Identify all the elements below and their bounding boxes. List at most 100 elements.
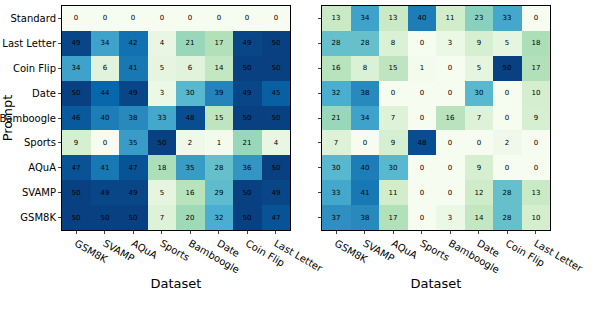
svg-text:49: 49 xyxy=(101,189,110,197)
svg-text:0: 0 xyxy=(420,89,424,97)
svg-text:0: 0 xyxy=(448,89,452,97)
svg-text:0: 0 xyxy=(448,64,452,72)
svg-text:28: 28 xyxy=(361,39,370,47)
svg-text:38: 38 xyxy=(129,114,138,122)
svg-text:11: 11 xyxy=(446,14,455,22)
svg-text:SVAMP: SVAMP xyxy=(22,187,56,198)
svg-text:50: 50 xyxy=(272,64,281,72)
svg-text:0: 0 xyxy=(217,14,221,22)
svg-text:47: 47 xyxy=(272,214,281,222)
svg-text:Sports: Sports xyxy=(24,137,56,148)
svg-text:0: 0 xyxy=(534,164,538,172)
svg-text:7: 7 xyxy=(391,114,395,122)
svg-text:50: 50 xyxy=(272,39,281,47)
svg-text:9: 9 xyxy=(477,39,481,47)
svg-text:7: 7 xyxy=(334,139,338,147)
svg-text:0: 0 xyxy=(534,14,538,22)
svg-text:35: 35 xyxy=(186,164,195,172)
svg-text:40: 40 xyxy=(101,114,110,122)
svg-text:0: 0 xyxy=(245,14,249,22)
svg-text:44: 44 xyxy=(101,89,110,97)
svg-text:34: 34 xyxy=(72,64,81,72)
svg-text:Bamboogle: Bamboogle xyxy=(187,238,242,276)
svg-text:Coin Flip: Coin Flip xyxy=(13,63,56,74)
svg-text:1: 1 xyxy=(420,64,424,72)
svg-text:Dataset: Dataset xyxy=(151,276,202,291)
svg-text:17: 17 xyxy=(389,214,398,222)
svg-text:0: 0 xyxy=(420,189,424,197)
svg-text:38: 38 xyxy=(361,89,370,97)
svg-text:9: 9 xyxy=(391,139,395,147)
svg-text:6: 6 xyxy=(103,64,108,72)
svg-text:28: 28 xyxy=(503,189,512,197)
svg-text:10: 10 xyxy=(532,89,541,97)
svg-text:0: 0 xyxy=(505,89,509,97)
svg-text:0: 0 xyxy=(420,164,424,172)
svg-text:15: 15 xyxy=(215,114,224,122)
svg-text:Dataset: Dataset xyxy=(411,276,462,291)
svg-text:10: 10 xyxy=(532,214,541,222)
svg-text:12: 12 xyxy=(475,189,484,197)
svg-text:Bamboogle: Bamboogle xyxy=(0,113,56,124)
svg-text:0: 0 xyxy=(505,114,509,122)
svg-text:37: 37 xyxy=(332,214,341,222)
svg-text:SVAMP: SVAMP xyxy=(101,238,136,265)
svg-text:33: 33 xyxy=(332,189,341,197)
svg-text:0: 0 xyxy=(160,14,164,22)
svg-text:5: 5 xyxy=(160,64,164,72)
svg-text:Last Letter: Last Letter xyxy=(532,238,585,275)
svg-text:30: 30 xyxy=(475,89,484,97)
svg-text:9: 9 xyxy=(477,164,481,172)
svg-text:32: 32 xyxy=(332,89,341,97)
svg-text:0: 0 xyxy=(420,114,424,122)
svg-text:16: 16 xyxy=(186,189,195,197)
svg-text:GSM8K: GSM8K xyxy=(73,238,110,266)
svg-text:30: 30 xyxy=(389,164,398,172)
svg-text:5: 5 xyxy=(505,39,509,47)
svg-text:Date: Date xyxy=(215,238,241,259)
svg-text:28: 28 xyxy=(215,164,224,172)
svg-text:33: 33 xyxy=(158,114,167,122)
svg-text:35: 35 xyxy=(129,139,138,147)
svg-text:13: 13 xyxy=(532,189,541,197)
svg-text:47: 47 xyxy=(129,164,138,172)
svg-text:34: 34 xyxy=(101,39,110,47)
svg-text:21: 21 xyxy=(332,114,341,122)
svg-text:41: 41 xyxy=(361,189,370,197)
svg-text:Standard: Standard xyxy=(11,13,57,24)
svg-text:50: 50 xyxy=(72,89,81,97)
svg-text:AQuA: AQuA xyxy=(130,238,160,261)
svg-text:0: 0 xyxy=(420,214,424,222)
svg-text:47: 47 xyxy=(72,164,81,172)
svg-text:3: 3 xyxy=(448,214,452,222)
svg-text:0: 0 xyxy=(103,139,107,147)
svg-text:15: 15 xyxy=(389,64,398,72)
svg-text:3: 3 xyxy=(160,89,164,97)
svg-text:32: 32 xyxy=(215,214,224,222)
svg-text:8: 8 xyxy=(391,39,395,47)
svg-text:36: 36 xyxy=(243,164,252,172)
svg-text:34: 34 xyxy=(361,114,370,122)
svg-text:49: 49 xyxy=(272,189,281,197)
svg-text:17: 17 xyxy=(215,39,224,47)
svg-text:38: 38 xyxy=(361,214,370,222)
svg-text:20: 20 xyxy=(186,214,195,222)
svg-text:5: 5 xyxy=(160,189,164,197)
svg-text:5: 5 xyxy=(477,64,481,72)
svg-text:50: 50 xyxy=(272,114,281,122)
svg-text:21: 21 xyxy=(186,39,195,47)
svg-text:0: 0 xyxy=(188,14,192,22)
svg-text:GSM8K: GSM8K xyxy=(333,238,370,266)
svg-text:30: 30 xyxy=(186,89,195,97)
svg-text:39: 39 xyxy=(215,89,224,97)
svg-text:0: 0 xyxy=(131,14,135,22)
svg-text:49: 49 xyxy=(129,189,138,197)
svg-text:50: 50 xyxy=(243,114,252,122)
svg-text:30: 30 xyxy=(332,164,341,172)
svg-text:50: 50 xyxy=(272,164,281,172)
svg-text:49: 49 xyxy=(72,39,81,47)
svg-text:41: 41 xyxy=(129,64,138,72)
svg-text:14: 14 xyxy=(475,214,484,222)
svg-text:8: 8 xyxy=(363,64,367,72)
svg-text:7: 7 xyxy=(160,214,164,222)
